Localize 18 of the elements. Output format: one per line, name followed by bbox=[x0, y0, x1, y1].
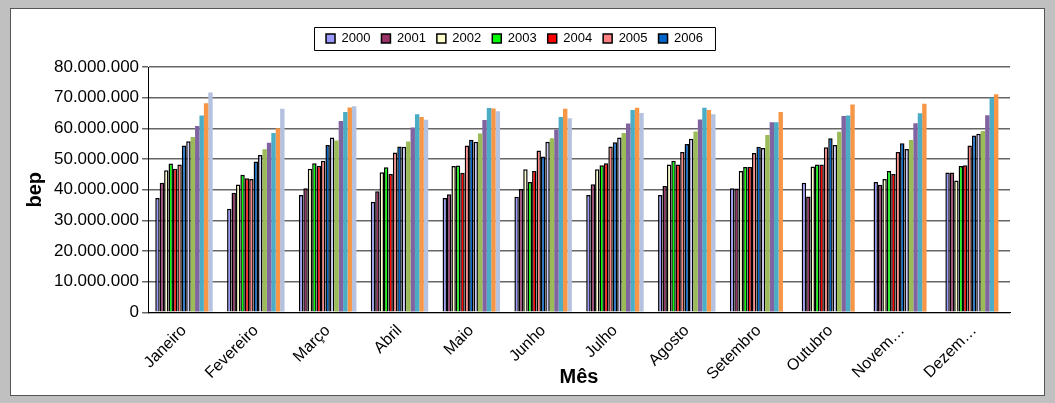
y-tick-label: 50.000.000 bbox=[53, 148, 140, 168]
legend-label: 2001 bbox=[396, 30, 426, 46]
y-tick-label: 60.000.000 bbox=[53, 118, 140, 138]
y-tick-label: 0 bbox=[129, 302, 140, 322]
y-tick-label: 30.000.000 bbox=[53, 210, 140, 230]
y-tick-label: 10.000.000 bbox=[53, 271, 140, 291]
y-axis-title: bep bbox=[22, 171, 45, 208]
y-tick-label: 80.000.000 bbox=[53, 56, 140, 76]
y-tick-label: 70.000.000 bbox=[53, 87, 140, 107]
y-tick-label: 40.000.000 bbox=[53, 179, 140, 199]
legend-label: 2006 bbox=[674, 30, 703, 46]
legend-label: 2002 bbox=[452, 30, 482, 46]
y-tick-label: 20.000.000 bbox=[53, 240, 140, 260]
legend-label: 2004 bbox=[563, 30, 593, 46]
legend-label: 2000 bbox=[341, 30, 371, 46]
x-axis-title: Mês bbox=[559, 364, 599, 387]
legend-label: 2003 bbox=[507, 30, 537, 46]
legend-label: 2005 bbox=[618, 30, 648, 46]
